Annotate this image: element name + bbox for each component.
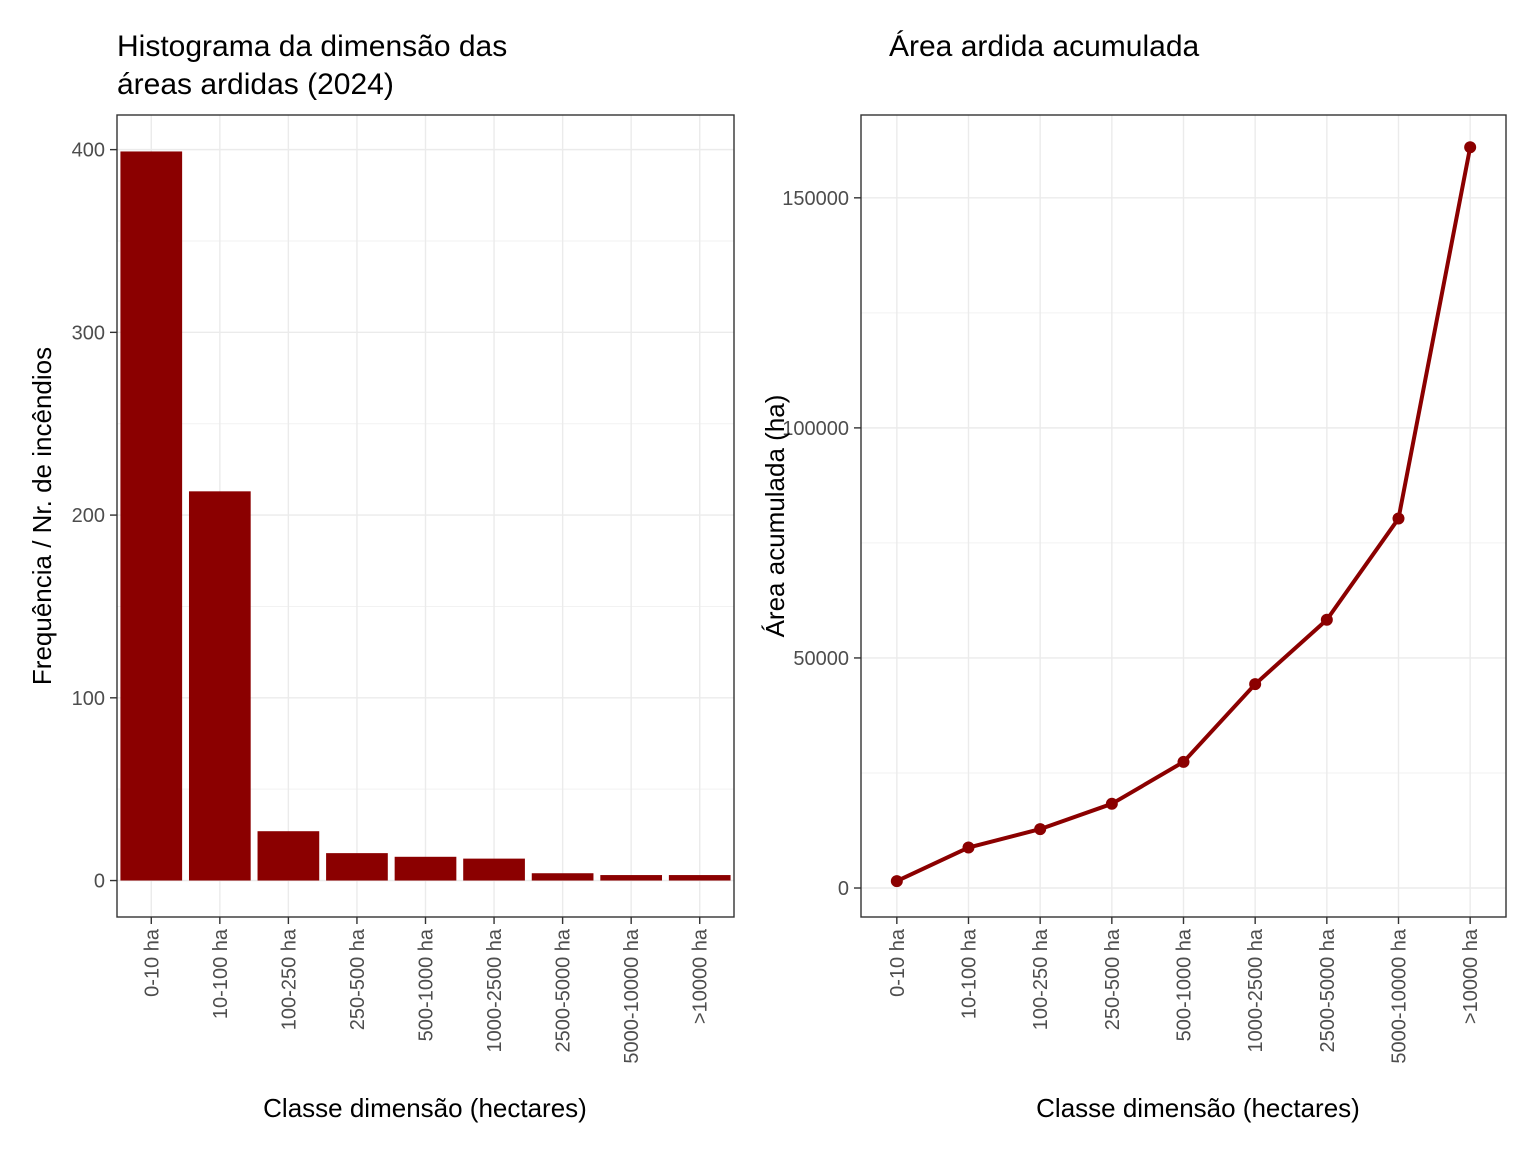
histogram-ticks: 0 100 200 300 400 0-10 ha 10-100 ha 100-250 ha 2…: [72, 140, 712, 1064]
y-tick-label: 0: [838, 878, 849, 900]
x-tick-label: 10-100 ha: [959, 928, 981, 1019]
bar: [257, 831, 320, 881]
x-tick-label: >10000 ha: [690, 928, 712, 1024]
data-point: [1392, 512, 1405, 525]
cumulative-area-chart: Área ardida acumulada 0 50000 100000 150000…: [760, 30, 1507, 1123]
bar: [394, 856, 457, 881]
bar: [668, 875, 731, 881]
histogram-chart: Histograma da dimensão das áreas ardidas…: [27, 30, 735, 1123]
x-tick-label: 500-1000 ha: [1174, 928, 1196, 1041]
data-point: [1464, 141, 1477, 154]
x-tick-label: 1000-2500 ha: [484, 928, 506, 1052]
histogram-y-axis-title: Frequência / Nr. de incêndios: [27, 347, 57, 685]
x-tick-label: 5000-10000 ha: [621, 928, 643, 1063]
data-point: [1105, 797, 1118, 810]
x-tick-label: 0-10 ha: [887, 928, 909, 997]
bar: [326, 853, 388, 881]
y-tick-label: 150000: [782, 188, 849, 210]
x-tick-label: 2500-5000 ha: [1317, 928, 1339, 1052]
histogram-x-axis-title: Classe dimensão (hectares): [263, 1093, 587, 1123]
data-point: [1320, 613, 1333, 626]
cumulative-gridlines: [861, 115, 1506, 917]
y-tick-label: 400: [72, 140, 105, 162]
y-tick-label: 100: [72, 688, 105, 710]
histogram-title-line-1: Histograma da dimensão das: [117, 30, 507, 63]
x-tick-label: >10000 ha: [1460, 928, 1482, 1024]
cumulative-y-axis-title: Área acumulada (ha): [760, 395, 790, 638]
y-tick-label: 300: [72, 322, 105, 344]
x-tick-label: 10-100 ha: [210, 928, 232, 1019]
x-tick-label: 100-250 ha: [1030, 928, 1052, 1030]
data-point: [1034, 823, 1047, 836]
x-tick-label: 250-500 ha: [347, 928, 369, 1030]
bar: [120, 151, 183, 881]
y-tick-label: 200: [72, 505, 105, 527]
histogram-title-line-2: áreas ardidas (2024): [117, 68, 394, 101]
cumulative-ticks: 0 50000 100000 150000 0-10 ha 10-100 ha 100-25…: [782, 188, 1482, 1064]
cumulative-title: Área ardida acumulada: [889, 30, 1200, 63]
x-tick-label: 500-1000 ha: [416, 928, 438, 1041]
bar: [600, 875, 663, 881]
data-point: [1177, 755, 1190, 768]
histogram-bars: [120, 151, 731, 881]
cumulative-x-axis-title: Classe dimensão (hectares): [1036, 1093, 1360, 1123]
bar: [188, 491, 251, 881]
cumulative-line-series: [890, 141, 1477, 888]
x-tick-label: 5000-10000 ha: [1389, 928, 1411, 1063]
x-tick-label: 0-10 ha: [141, 928, 163, 997]
data-point: [890, 875, 903, 888]
bar: [463, 858, 525, 881]
x-tick-label: 250-500 ha: [1102, 928, 1124, 1030]
y-tick-label: 50000: [793, 648, 849, 670]
data-point: [1249, 678, 1262, 691]
x-tick-label: 1000-2500 ha: [1245, 928, 1267, 1052]
data-point: [962, 841, 975, 854]
x-tick-label: 100-250 ha: [278, 928, 300, 1030]
y-tick-label: 0: [94, 871, 105, 893]
x-tick-label: 2500-5000 ha: [553, 928, 575, 1052]
y-tick-label: 100000: [782, 418, 849, 440]
bar: [531, 873, 594, 881]
